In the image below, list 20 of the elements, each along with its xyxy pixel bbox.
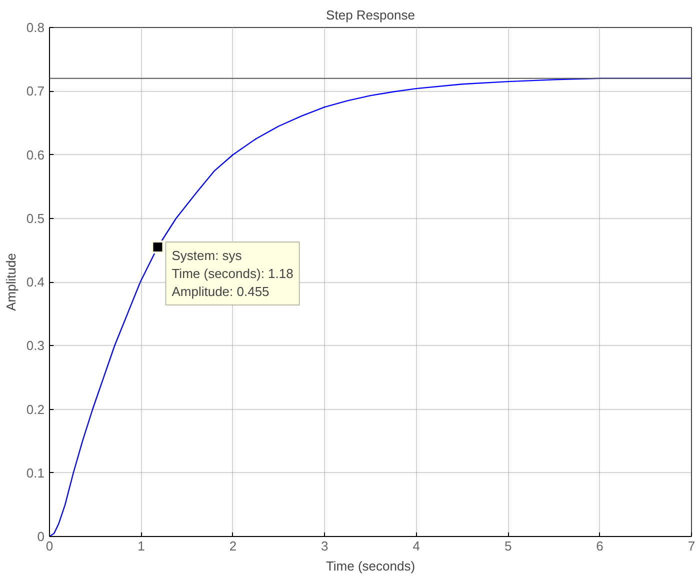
y-tick-label: 0.6 [26, 147, 45, 162]
x-tick-label: 2 [229, 538, 237, 554]
x-tick-label: 1 [138, 538, 145, 554]
chart-title: Step Response [326, 8, 415, 22]
x-tick-label: 3 [321, 538, 328, 554]
x-tick-label: 4 [412, 538, 420, 554]
annotation: System: sys Time (seconds): 1.18 Amplitude: 0.455 [172, 248, 294, 300]
x-tick-label: 6 [596, 538, 604, 554]
y-axis-title: Amplitude [3, 253, 18, 311]
y-tick-label: 0.2 [26, 402, 45, 417]
x-tick-label: 5 [504, 538, 512, 554]
y-tick-label: 0.7 [26, 84, 45, 99]
y-tick-label: 0.8 [26, 20, 45, 35]
y-tick-label: 0.1 [26, 465, 45, 480]
x-axis-title: Time (seconds) [326, 558, 416, 574]
y-tick-label: 0.4 [26, 274, 45, 290]
y-tick-label: 0.5 [26, 210, 45, 226]
x-tick-label: 7 [688, 538, 696, 554]
y-tick-label: 0.3 [26, 338, 45, 354]
y-tick-label: 0 [37, 529, 45, 544]
